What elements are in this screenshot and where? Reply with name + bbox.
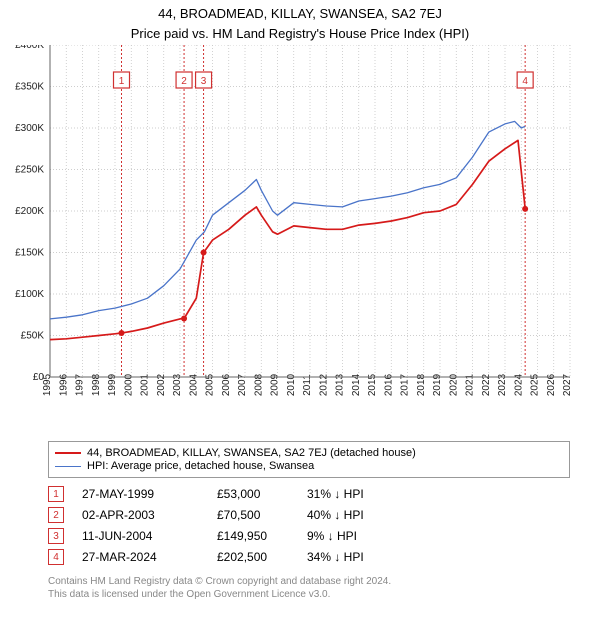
footer-line1: Contains HM Land Registry data © Crown c…	[48, 575, 570, 588]
chart-title-line2: Price paid vs. HM Land Registry's House …	[0, 26, 600, 41]
legend-swatch	[55, 466, 81, 467]
legend-row: 44, BROADMEAD, KILLAY, SWANSEA, SA2 7EJ …	[55, 447, 563, 459]
footer-attribution: Contains HM Land Registry data © Crown c…	[48, 575, 570, 601]
event-number-box: 3	[48, 528, 64, 544]
event-number-box: 2	[48, 507, 64, 523]
svg-text:1: 1	[119, 76, 125, 87]
event-row: 4 27-MAR-2024£202,50034% ↓ HPI	[48, 549, 570, 565]
svg-text:3: 3	[201, 76, 207, 87]
svg-text:2: 2	[181, 76, 187, 87]
event-row: 2 02-APR-2003£70,50040% ↓ HPI	[48, 507, 570, 523]
event-date: 27-MAY-1999	[82, 487, 217, 501]
legend: 44, BROADMEAD, KILLAY, SWANSEA, SA2 7EJ …	[48, 441, 570, 478]
chart-svg: £0£50K£100K£150K£200K£250K£300K£350K£400…	[0, 45, 600, 435]
chart-container: 44, BROADMEAD, KILLAY, SWANSEA, SA2 7EJ …	[0, 6, 600, 626]
chart-plot-area: £0£50K£100K£150K£200K£250K£300K£350K£400…	[0, 45, 600, 435]
svg-text:£150K: £150K	[15, 248, 44, 259]
event-row: 3 11-JUN-2004£149,9509% ↓ HPI	[48, 528, 570, 544]
legend-label: HPI: Average price, detached house, Swan…	[87, 460, 314, 472]
event-date: 02-APR-2003	[82, 508, 217, 522]
event-delta: 34% ↓ HPI	[307, 550, 397, 564]
svg-text:£250K: £250K	[15, 165, 44, 176]
event-number-box: 4	[48, 549, 64, 565]
svg-text:£50K: £50K	[21, 331, 45, 342]
event-price: £70,500	[217, 508, 307, 522]
svg-text:£350K: £350K	[15, 82, 44, 93]
event-table: 1 27-MAY-1999£53,00031% ↓ HPI 2 02-APR-2003…	[48, 486, 570, 565]
event-delta: 40% ↓ HPI	[307, 508, 397, 522]
svg-text:£200K: £200K	[15, 206, 44, 217]
event-row: 1 27-MAY-1999£53,00031% ↓ HPI	[48, 486, 570, 502]
event-delta: 9% ↓ HPI	[307, 529, 397, 543]
svg-text:4: 4	[522, 76, 528, 87]
legend-row: HPI: Average price, detached house, Swan…	[55, 460, 563, 472]
footer-line2: This data is licensed under the Open Gov…	[48, 588, 570, 601]
chart-title-line1: 44, BROADMEAD, KILLAY, SWANSEA, SA2 7EJ	[0, 6, 600, 21]
event-date: 27-MAR-2024	[82, 550, 217, 564]
svg-text:£300K: £300K	[15, 123, 44, 134]
event-price: £149,950	[217, 529, 307, 543]
event-number-box: 1	[48, 486, 64, 502]
legend-label: 44, BROADMEAD, KILLAY, SWANSEA, SA2 7EJ …	[87, 447, 416, 459]
event-price: £202,500	[217, 550, 307, 564]
legend-swatch	[55, 452, 81, 454]
event-delta: 31% ↓ HPI	[307, 487, 397, 501]
svg-text:£100K: £100K	[15, 289, 44, 300]
event-date: 11-JUN-2004	[82, 529, 217, 543]
svg-text:£400K: £400K	[15, 45, 44, 51]
event-price: £53,000	[217, 487, 307, 501]
